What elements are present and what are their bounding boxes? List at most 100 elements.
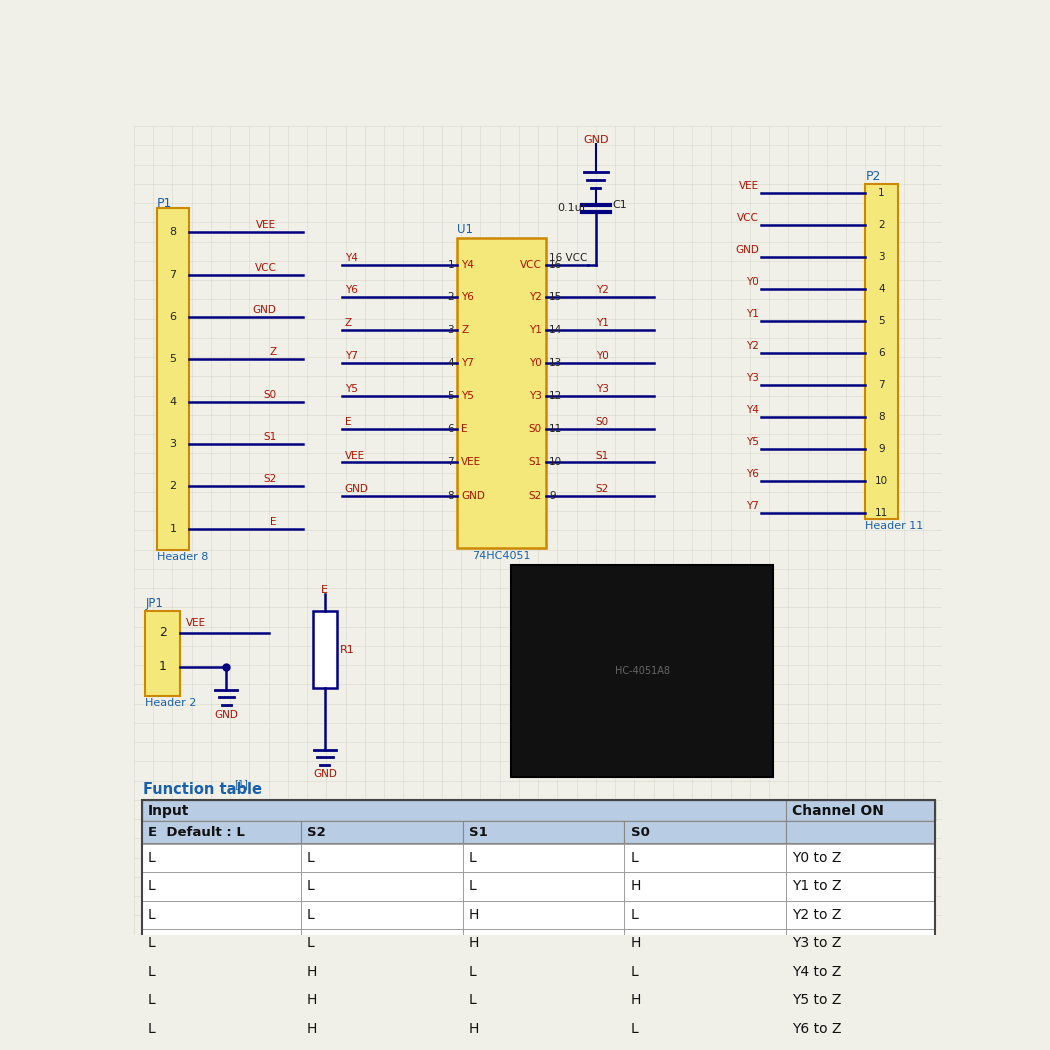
Text: P2: P2	[865, 169, 881, 183]
Bar	[301, 1043, 463, 1050]
Text: P1: P1	[158, 197, 172, 210]
Text: 5: 5	[447, 392, 455, 401]
Bar	[625, 1014, 786, 1043]
Text: VEE: VEE	[461, 458, 481, 467]
Bar	[786, 843, 934, 873]
Text: L: L	[630, 908, 638, 922]
Text: L: L	[468, 965, 477, 979]
Bar	[463, 958, 625, 986]
Bar	[301, 929, 463, 958]
Text: S0: S0	[529, 424, 542, 435]
Text: Function table: Function table	[143, 782, 262, 797]
Text: JP1: JP1	[145, 596, 164, 610]
Text: 1: 1	[159, 660, 167, 673]
Bar	[511, 565, 773, 777]
Bar	[142, 986, 301, 1014]
Bar	[786, 986, 934, 1014]
Text: Y2: Y2	[596, 285, 609, 295]
Text: H: H	[468, 908, 479, 922]
Text: 12: 12	[549, 392, 562, 401]
Text: GND: GND	[313, 770, 337, 779]
Bar	[463, 873, 625, 901]
Text: 14: 14	[549, 326, 562, 335]
Text: H: H	[468, 1022, 479, 1035]
Text: L: L	[630, 1022, 638, 1035]
Text: 6: 6	[447, 424, 455, 435]
Bar	[463, 986, 625, 1014]
Text: E: E	[321, 585, 329, 594]
Bar	[786, 901, 934, 929]
Bar	[142, 958, 301, 986]
Bar	[142, 800, 934, 1050]
Text: Y0: Y0	[596, 352, 609, 361]
Text: 3: 3	[878, 252, 885, 261]
Text: Y1: Y1	[747, 309, 759, 319]
Bar	[625, 821, 786, 843]
Text: R1: R1	[340, 645, 355, 654]
Text: 7: 7	[170, 270, 176, 279]
Text: H: H	[630, 880, 640, 894]
Bar	[142, 843, 301, 873]
Bar	[463, 1014, 625, 1043]
Text: L: L	[148, 880, 155, 894]
Text: S0: S0	[596, 418, 609, 427]
Text: VEE: VEE	[256, 220, 276, 230]
Text: 3: 3	[170, 439, 176, 449]
Text: Y6: Y6	[344, 285, 358, 295]
Text: 8: 8	[170, 227, 176, 237]
Text: 2: 2	[878, 219, 885, 230]
Text: L: L	[307, 908, 315, 922]
Text: 4: 4	[170, 397, 176, 406]
Text: GND: GND	[344, 484, 369, 493]
Text: S2: S2	[307, 825, 326, 839]
Bar	[625, 843, 786, 873]
Bar	[301, 1014, 463, 1043]
Text: 15: 15	[549, 292, 562, 302]
Text: 8: 8	[878, 412, 885, 422]
Bar	[786, 873, 934, 901]
Bar	[865, 184, 898, 519]
Bar	[313, 611, 337, 688]
Text: Y4: Y4	[461, 259, 474, 270]
Bar	[625, 958, 786, 986]
Text: Y5: Y5	[461, 392, 474, 401]
Text: VEE: VEE	[344, 450, 365, 461]
Text: GND: GND	[735, 245, 759, 255]
Text: HC-4051A8: HC-4051A8	[614, 666, 670, 676]
Text: 16 VCC: 16 VCC	[549, 253, 587, 262]
Text: VEE: VEE	[186, 617, 207, 628]
Text: 10: 10	[549, 458, 562, 467]
Text: Y3: Y3	[747, 373, 759, 383]
Text: [1]: [1]	[234, 779, 248, 790]
Bar	[301, 843, 463, 873]
Bar	[301, 821, 463, 843]
Text: Y5: Y5	[344, 384, 358, 395]
Text: Y0 to Z: Y0 to Z	[793, 850, 842, 865]
Text: Y6: Y6	[461, 292, 474, 302]
Text: L: L	[148, 965, 155, 979]
Bar	[142, 873, 301, 901]
Text: S1: S1	[468, 825, 487, 839]
Bar	[142, 800, 934, 821]
Bar	[301, 958, 463, 986]
Text: Y5: Y5	[747, 437, 759, 446]
Text: H: H	[307, 965, 317, 979]
Text: 7: 7	[447, 458, 455, 467]
Bar	[786, 821, 934, 843]
Text: U1: U1	[458, 224, 474, 236]
Text: S2: S2	[529, 490, 542, 501]
Text: Y3 to Z: Y3 to Z	[793, 937, 842, 950]
Text: Y1 to Z: Y1 to Z	[793, 880, 842, 894]
Text: 1: 1	[447, 259, 455, 270]
Text: L: L	[307, 850, 315, 865]
Bar	[625, 873, 786, 901]
Text: VEE: VEE	[739, 181, 759, 191]
Text: L: L	[468, 880, 477, 894]
Text: GND: GND	[461, 490, 485, 501]
Text: L: L	[148, 850, 155, 865]
Text: E: E	[461, 424, 467, 435]
Text: Y1: Y1	[596, 318, 609, 328]
Text: 2: 2	[159, 626, 167, 639]
Text: 7: 7	[878, 380, 885, 390]
Bar	[463, 843, 625, 873]
